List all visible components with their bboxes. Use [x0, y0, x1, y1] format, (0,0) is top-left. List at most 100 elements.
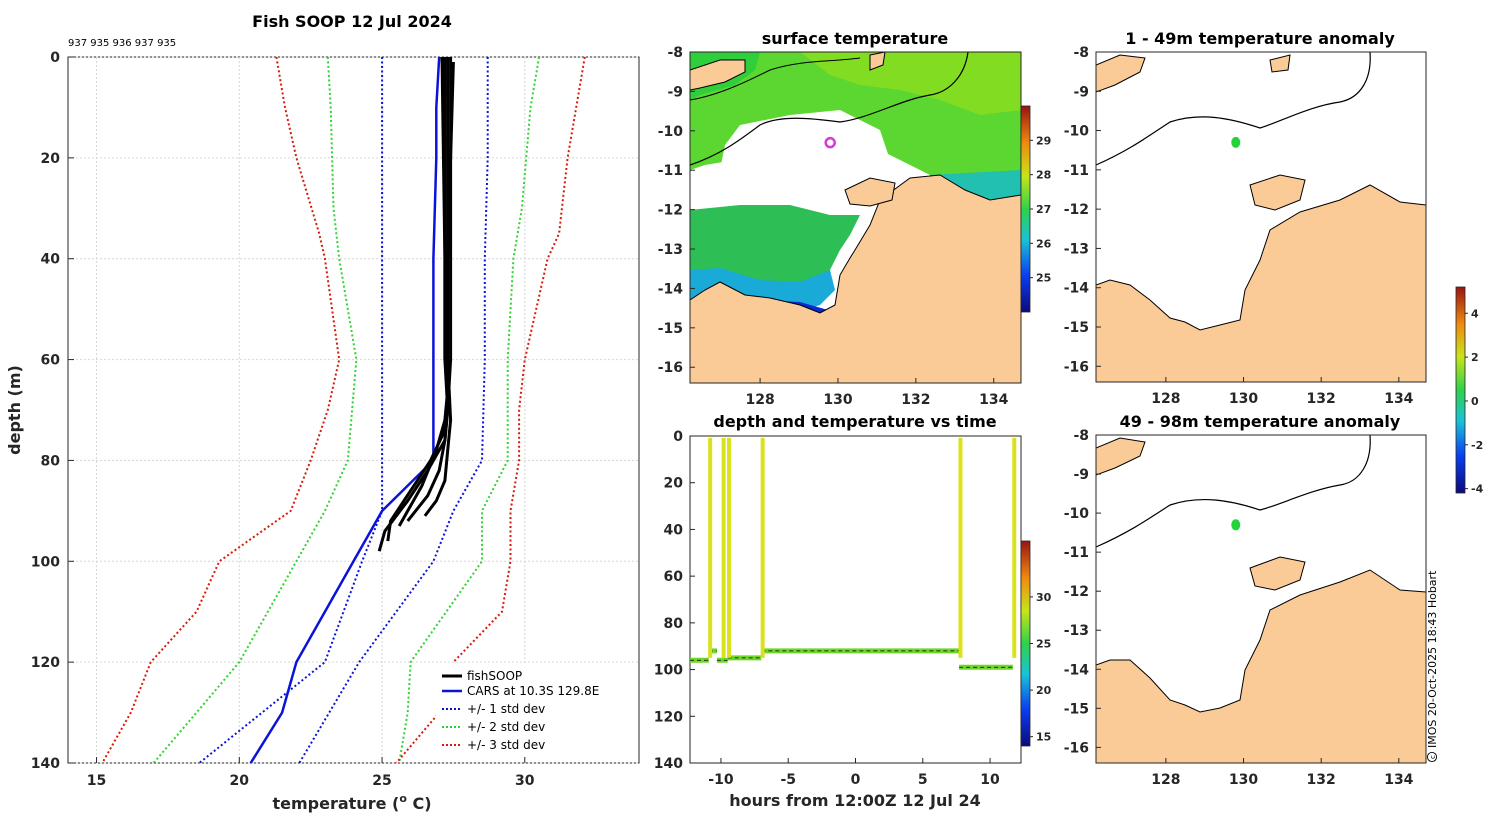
anomaly-1-ytick-label: -14: [1064, 281, 1090, 297]
anomaly-1-mainland: [1096, 184, 1426, 382]
profile-fishsoop-series: [377, 57, 455, 552]
depth-time-colorbar-tick-label: 15: [1036, 731, 1051, 744]
anomaly-2-ytick-label: -15: [1064, 701, 1089, 717]
anomaly-1-ytick-label: -10: [1064, 124, 1090, 140]
anomaly-1-xtick-label: 134: [1384, 391, 1413, 407]
profile-panel: 15 20 25 30 0 20 40 60 80 100 120 140 Fish SOOP 12 …: [5, 12, 640, 813]
legend-label-std2: +/- 2 std dev: [467, 720, 545, 734]
profile-xtick-label: 30: [515, 773, 535, 789]
anomaly-1-timor-island: [1096, 54, 1146, 93]
anomaly-1-marker: [1231, 136, 1241, 148]
profile-ytick-label: 60: [41, 353, 61, 369]
anomaly-1-title: 1 - 49m temperature anomaly: [1125, 29, 1395, 48]
legend-label-cars: CARS at 10.3S 129.8E: [467, 684, 599, 698]
profile-ytick-label: 100: [31, 554, 60, 570]
anomaly-2-axes-box: [1095, 434, 1427, 764]
depth-time-colorbar-tick-label: 25: [1036, 638, 1051, 651]
profile-xlabel: temperature (o C): [272, 792, 431, 813]
anomaly-2-xtick-label: 134: [1384, 772, 1413, 788]
sst-xtick-label: 134: [979, 392, 1008, 408]
sst-ytick-label: -11: [658, 163, 683, 179]
anomaly-colorbar-tick-label: 4: [1471, 307, 1479, 320]
copyright-text: IMOS 20-Oct-2025 18:43 Hobart: [1426, 570, 1439, 748]
profile-xtick-label: 25: [372, 773, 391, 789]
anomaly-colorbar-tick-label: -4: [1471, 483, 1484, 496]
sst-small-island: [869, 52, 886, 71]
anomaly-1-49-panel: -8 -9 -10 -11 -12 -13 -14 -15 -16 128 130 132 134 1 …: [1064, 29, 1484, 496]
anomaly-1-ytick-label: -12: [1064, 202, 1089, 218]
anomaly-colorbar-tick-label: -2: [1471, 439, 1483, 452]
sst-ticks: -8 -9 -10 -11 -12 -13 -14 -15 -16 128 130 132 134: [658, 45, 1009, 408]
anomaly-2-ytick-label: -8: [1073, 428, 1089, 444]
anomaly-colorbar-tick-label: 2: [1471, 351, 1479, 364]
anomaly-2-timor-island: [1096, 437, 1146, 476]
legend-label-std1: +/- 1 std dev: [467, 702, 545, 716]
profile-ytick-label: 20: [41, 151, 61, 167]
anomaly-2-title: 49 - 98m temperature anomaly: [1120, 412, 1401, 431]
depth-time-ytick-label: 20: [664, 476, 684, 492]
profile-ytick-label: 40: [41, 252, 61, 268]
sst-ytick-label: -12: [658, 203, 683, 219]
anomaly-2-ytick-label: -9: [1073, 467, 1089, 483]
depth-time-colorbar-ticks: 15 20 25 30: [1030, 591, 1052, 744]
profile-fishsoop-cast-5: [423, 61, 455, 517]
anomaly-1-ytick-label: -13: [1064, 241, 1089, 257]
anomaly-1-ytick-label: -8: [1073, 45, 1089, 61]
anomaly-1-axes-box: [1095, 51, 1427, 383]
profile-std2-lower-line: [152, 57, 358, 763]
sst-timor-island: [690, 59, 746, 91]
sst-ytick-label: -10: [658, 124, 684, 140]
profile-xtick-label: 20: [230, 773, 250, 789]
sst-location-marker: [824, 136, 836, 149]
depth-time-axes-box: [689, 435, 1022, 764]
sst-colorbar-tick-label: 28: [1036, 169, 1051, 182]
profile-ylabel: depth (m): [5, 365, 24, 455]
depth-time-xtick-label: 10: [980, 772, 1000, 788]
anomaly-colorbar: [1455, 286, 1466, 494]
sst-xtick-label: 128: [745, 392, 774, 408]
sst-colorbar-tick-label: 25: [1036, 272, 1051, 285]
legend-label-std3: +/- 3 std dev: [467, 738, 545, 752]
sst-cloud-gap: [720, 110, 890, 200]
profile-ytick-label: 0: [50, 50, 60, 66]
sst-bathymetry-contour: [690, 52, 969, 166]
anomaly-49-98-panel: -8 -9 -10 -11 -12 -13 -14 -15 -16 128 130 132 134 49…: [1064, 412, 1427, 788]
copyright-icon-glyph: c: [1429, 755, 1437, 759]
depth-time-ytick-label: 140: [654, 756, 683, 772]
profile-legend: fishSOOP CARS at 10.3S 129.8E +/- 1 std …: [436, 663, 632, 756]
anomaly-1-bathymetry-contour: [1096, 52, 1371, 166]
profile-title: Fish SOOP 12 Jul 2024: [252, 12, 452, 31]
depth-time-colorbar-tick-label: 20: [1036, 684, 1052, 697]
sst-map-panel: -8 -9 -10 -11 -12 -13 -14 -15 -16 128 130 132 134 su…: [658, 29, 1052, 408]
sst-colorbar-tick-label: 27: [1036, 203, 1051, 216]
copyright-notice: c IMOS 20-Oct-2025 18:43 Hobart: [1426, 570, 1439, 763]
legend-label-fishsoop: fishSOOP: [467, 669, 522, 683]
profile-std2-upper-line: [398, 57, 541, 763]
sst-contour-north: [690, 57, 861, 101]
depth-time-ytick-label: 80: [664, 616, 684, 632]
sst-ytick-label: -14: [658, 281, 684, 297]
sst-colorbar-tick-label: 29: [1036, 134, 1051, 147]
depth-time-ytick-label: 0: [673, 429, 683, 445]
depth-time-colorbar-tick-label: 30: [1036, 591, 1052, 604]
anomaly-1-small-island: [1269, 54, 1291, 73]
depth-time-xtick-label: -10: [708, 772, 734, 788]
legend-box: [436, 663, 632, 756]
anomaly-2-melville-island: [1249, 556, 1306, 591]
sst-ytick-label: -13: [658, 242, 683, 258]
anomaly-2-ytick-label: -12: [1064, 584, 1089, 600]
profile-fishsoop-cast-4: [406, 57, 450, 522]
anomaly-2-ticks: -8 -9 -10 -11 -12 -13 -14 -15 -16 128 130 132 134: [1064, 428, 1414, 788]
profile-cast-ids: 937 935 936 937 935: [68, 38, 176, 49]
anomaly-2-ytick-label: -14: [1064, 662, 1090, 678]
depth-time-ytick-label: 120: [654, 709, 683, 725]
depth-time-xlabel: hours from 12:00Z 12 Jul 24: [729, 791, 980, 810]
sst-mainland: [690, 174, 1021, 383]
sst-xtick-label: 130: [823, 392, 852, 408]
sst-melville-island: [844, 177, 896, 207]
profile-ytick-label: 140: [31, 756, 60, 772]
depth-time-xtick-label: -5: [780, 772, 796, 788]
